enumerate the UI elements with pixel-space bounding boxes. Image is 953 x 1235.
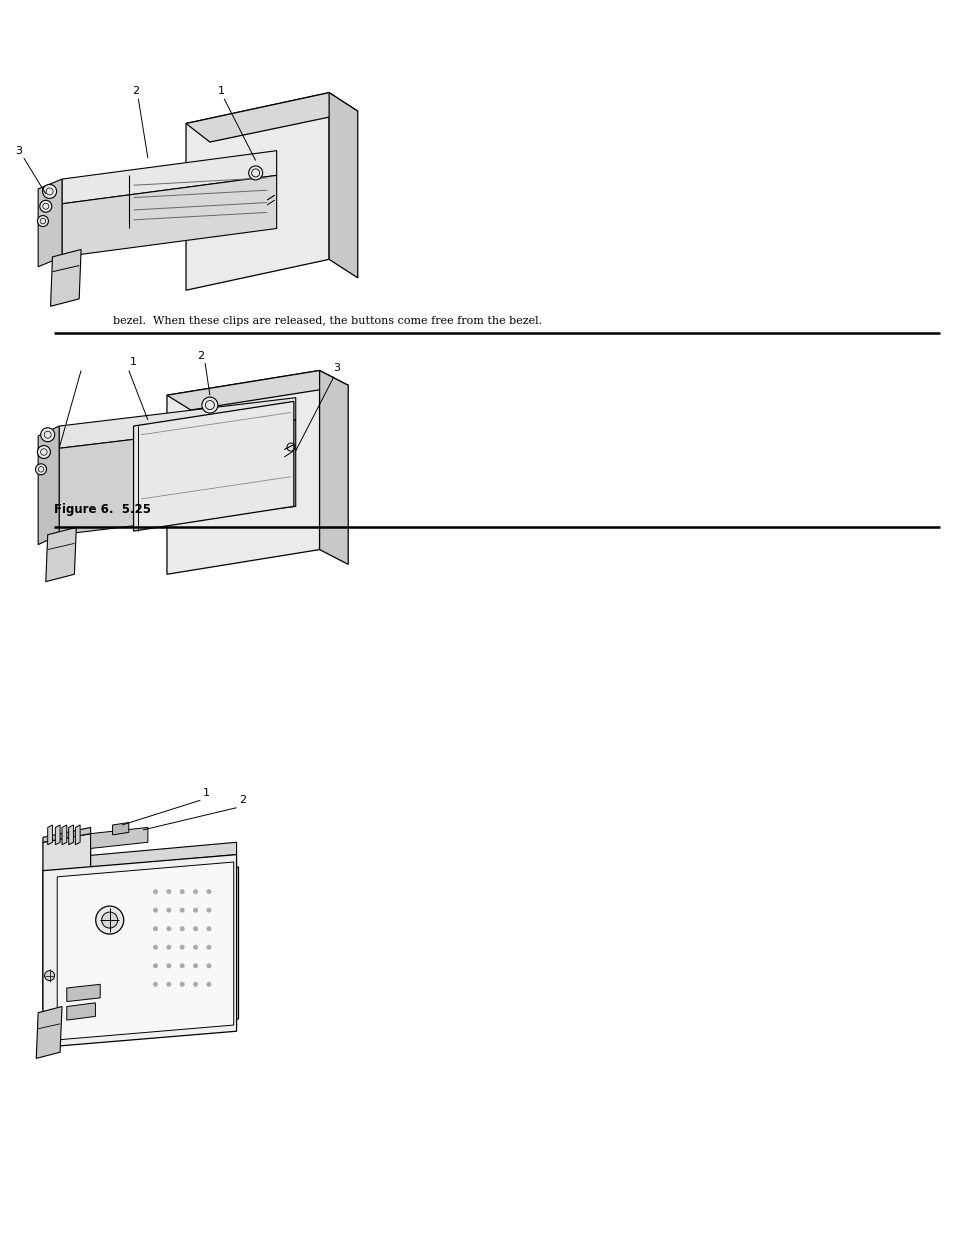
Text: 1: 1: [203, 788, 210, 798]
Polygon shape: [59, 398, 295, 448]
Polygon shape: [62, 175, 276, 257]
Polygon shape: [57, 842, 236, 871]
Circle shape: [193, 908, 198, 913]
Polygon shape: [62, 151, 276, 204]
Polygon shape: [48, 825, 52, 845]
Text: 2: 2: [132, 86, 139, 96]
Circle shape: [206, 945, 212, 950]
Circle shape: [166, 982, 172, 987]
Circle shape: [152, 963, 158, 968]
Circle shape: [35, 464, 47, 474]
Polygon shape: [46, 527, 76, 582]
Polygon shape: [38, 179, 62, 267]
Polygon shape: [329, 93, 357, 278]
Text: 2: 2: [196, 351, 204, 361]
Circle shape: [166, 945, 172, 950]
Polygon shape: [51, 249, 81, 306]
Circle shape: [166, 963, 172, 968]
Polygon shape: [59, 420, 295, 535]
Circle shape: [206, 926, 212, 931]
Text: 1: 1: [130, 357, 137, 367]
Circle shape: [166, 908, 172, 913]
Circle shape: [152, 889, 158, 894]
Circle shape: [193, 982, 198, 987]
Circle shape: [179, 982, 185, 987]
Circle shape: [95, 906, 124, 934]
Polygon shape: [186, 93, 329, 290]
Circle shape: [193, 963, 198, 968]
Circle shape: [206, 889, 212, 894]
Circle shape: [193, 945, 198, 950]
Circle shape: [166, 926, 172, 931]
Circle shape: [37, 446, 51, 458]
Polygon shape: [67, 1003, 95, 1020]
Circle shape: [206, 908, 212, 913]
Circle shape: [152, 908, 158, 913]
Circle shape: [179, 926, 185, 931]
Circle shape: [179, 889, 185, 894]
Circle shape: [41, 427, 54, 442]
Circle shape: [179, 963, 185, 968]
Polygon shape: [167, 370, 348, 410]
Text: 3: 3: [333, 363, 340, 373]
Circle shape: [37, 216, 49, 226]
Polygon shape: [133, 401, 294, 531]
Circle shape: [179, 908, 185, 913]
Circle shape: [166, 889, 172, 894]
Polygon shape: [55, 825, 60, 845]
Circle shape: [202, 398, 217, 412]
Polygon shape: [57, 862, 233, 1040]
Circle shape: [152, 945, 158, 950]
Text: 3: 3: [15, 146, 23, 156]
Circle shape: [152, 982, 158, 987]
Circle shape: [179, 945, 185, 950]
Polygon shape: [43, 834, 91, 1009]
Polygon shape: [112, 823, 129, 835]
Polygon shape: [62, 825, 67, 845]
Text: 2: 2: [239, 795, 246, 805]
Polygon shape: [67, 984, 100, 1002]
Polygon shape: [319, 370, 348, 564]
Circle shape: [206, 963, 212, 968]
Text: bezel.  When these clips are released, the buttons come free from the bezel.: bezel. When these clips are released, th…: [112, 316, 541, 326]
Polygon shape: [36, 1007, 62, 1058]
Circle shape: [152, 926, 158, 931]
Circle shape: [45, 971, 54, 981]
Text: 1: 1: [217, 86, 225, 96]
Circle shape: [193, 926, 198, 931]
Circle shape: [102, 913, 117, 927]
Polygon shape: [81, 867, 238, 1031]
Circle shape: [193, 889, 198, 894]
Circle shape: [40, 200, 51, 212]
Circle shape: [206, 982, 212, 987]
Polygon shape: [43, 855, 236, 1047]
Polygon shape: [75, 825, 80, 845]
Polygon shape: [69, 825, 73, 845]
Circle shape: [43, 184, 56, 199]
Polygon shape: [167, 370, 319, 574]
Polygon shape: [43, 827, 91, 842]
Polygon shape: [186, 93, 357, 142]
Polygon shape: [38, 426, 59, 545]
Text: Figure 6.  5.25: Figure 6. 5.25: [54, 503, 152, 516]
Circle shape: [249, 165, 262, 180]
Polygon shape: [91, 827, 148, 848]
